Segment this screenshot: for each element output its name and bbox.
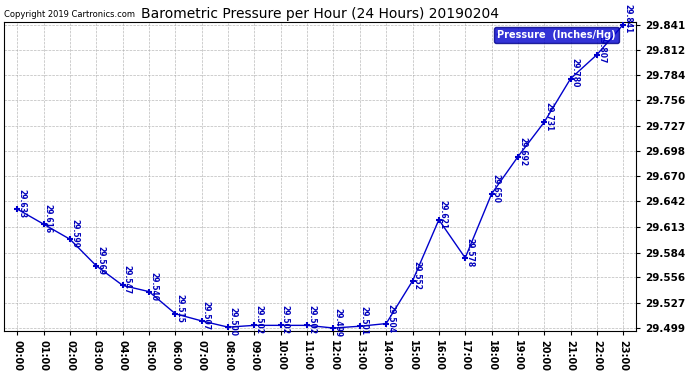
Text: 29.501: 29.501 — [359, 306, 369, 335]
Text: 29.731: 29.731 — [544, 102, 553, 131]
Text: 29.502: 29.502 — [307, 305, 316, 334]
Text: 29.499: 29.499 — [333, 308, 342, 337]
Text: 29.552: 29.552 — [413, 261, 422, 290]
Text: 29.504: 29.504 — [386, 303, 395, 333]
Title: Barometric Pressure per Hour (24 Hours) 20190204: Barometric Pressure per Hour (24 Hours) … — [141, 7, 500, 21]
Text: 29.841: 29.841 — [623, 4, 632, 34]
Text: 29.616: 29.616 — [43, 204, 52, 233]
Text: 29.507: 29.507 — [201, 301, 210, 330]
Text: 29.547: 29.547 — [123, 265, 132, 294]
Legend: Pressure  (Inches/Hg): Pressure (Inches/Hg) — [495, 27, 619, 42]
Text: 29.621: 29.621 — [439, 200, 448, 229]
Text: 29.502: 29.502 — [255, 305, 264, 334]
Text: 29.502: 29.502 — [281, 305, 290, 334]
Text: 29.500: 29.500 — [228, 307, 237, 336]
Text: 29.569: 29.569 — [97, 246, 106, 275]
Text: 29.540: 29.540 — [149, 272, 158, 301]
Text: 29.599: 29.599 — [70, 219, 79, 248]
Text: 29.780: 29.780 — [571, 58, 580, 88]
Text: 29.633: 29.633 — [17, 189, 26, 218]
Text: 29.650: 29.650 — [491, 174, 500, 203]
Text: 29.515: 29.515 — [175, 294, 184, 323]
Text: 29.578: 29.578 — [465, 238, 474, 267]
Text: Copyright 2019 Cartronics.com: Copyright 2019 Cartronics.com — [4, 10, 135, 19]
Text: 29.807: 29.807 — [597, 34, 606, 64]
Text: 29.692: 29.692 — [518, 136, 527, 166]
